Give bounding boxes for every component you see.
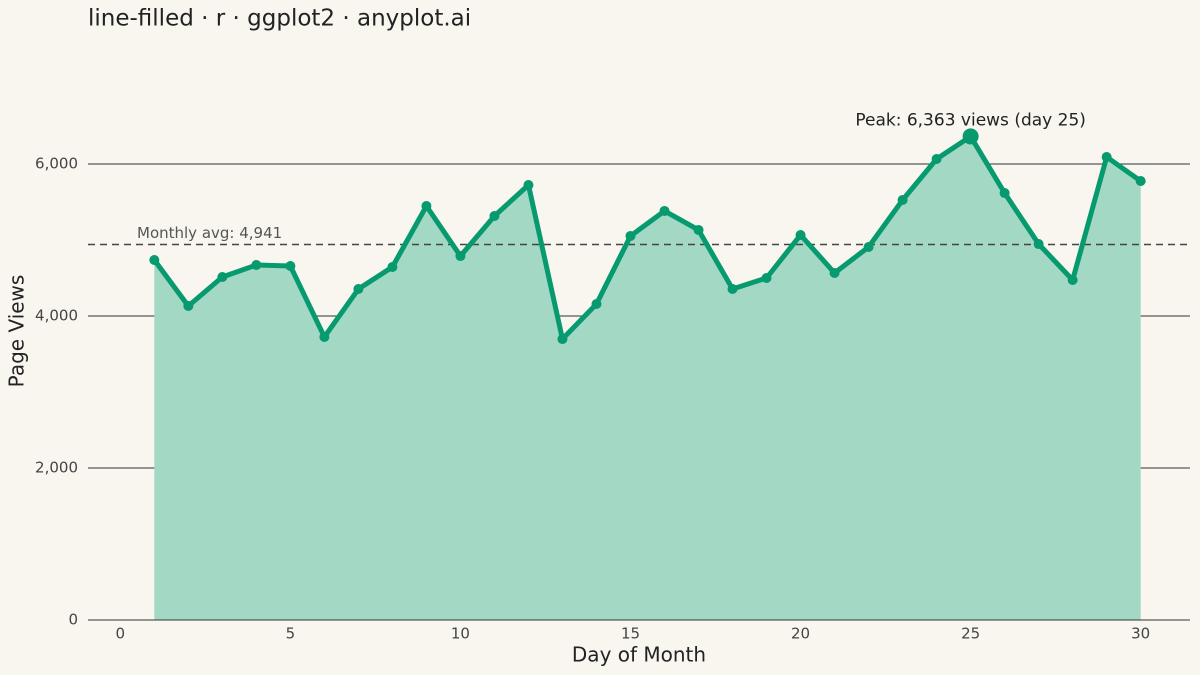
y-tick-label: 2,000 [35, 459, 78, 477]
point [625, 230, 636, 241]
point [557, 334, 568, 345]
x-tick-label: 20 [791, 625, 810, 643]
point [1101, 152, 1112, 163]
area [154, 136, 1141, 621]
point [761, 273, 772, 283]
x-tick-label: 10 [451, 625, 470, 643]
point [1135, 176, 1146, 187]
point [591, 298, 602, 309]
point [421, 201, 432, 212]
x-tick-label: 30 [1131, 625, 1150, 643]
peak-point [962, 128, 979, 145]
y-tick-label: 4,000 [35, 307, 78, 325]
point [149, 254, 160, 265]
x-tick-label: 5 [286, 625, 296, 643]
point [285, 260, 296, 271]
point [217, 272, 228, 283]
line [152, 133, 1143, 342]
x-axis-label: Day of Month [572, 643, 706, 667]
point [183, 300, 194, 311]
x-tick-label: 0 [116, 625, 126, 643]
point [863, 241, 874, 252]
point [659, 205, 670, 216]
point [999, 188, 1010, 199]
point [795, 229, 806, 240]
chart-title: line-filled · r · ggplot2 · anyplot.ai [88, 6, 471, 32]
point [727, 284, 738, 295]
y-tick-label: 6,000 [35, 155, 78, 173]
annotation: Peak: 6,363 views (day 25) [855, 110, 1086, 130]
point [319, 331, 330, 342]
point [829, 267, 840, 278]
point [455, 251, 466, 262]
y-tick-label: 0 [68, 611, 78, 629]
point [931, 153, 942, 164]
point [387, 261, 398, 272]
point [1067, 274, 1078, 285]
reference-label: Monthly avg: 4,941 [137, 224, 282, 242]
x-tick-label: 15 [621, 625, 640, 643]
point [489, 210, 500, 221]
point [353, 284, 364, 295]
y-axis-label: Page Views [5, 275, 29, 388]
point [251, 260, 262, 271]
point [1033, 239, 1044, 250]
point [693, 224, 704, 235]
x-tick-label: 25 [961, 625, 980, 643]
point [523, 179, 534, 190]
point [897, 195, 908, 206]
